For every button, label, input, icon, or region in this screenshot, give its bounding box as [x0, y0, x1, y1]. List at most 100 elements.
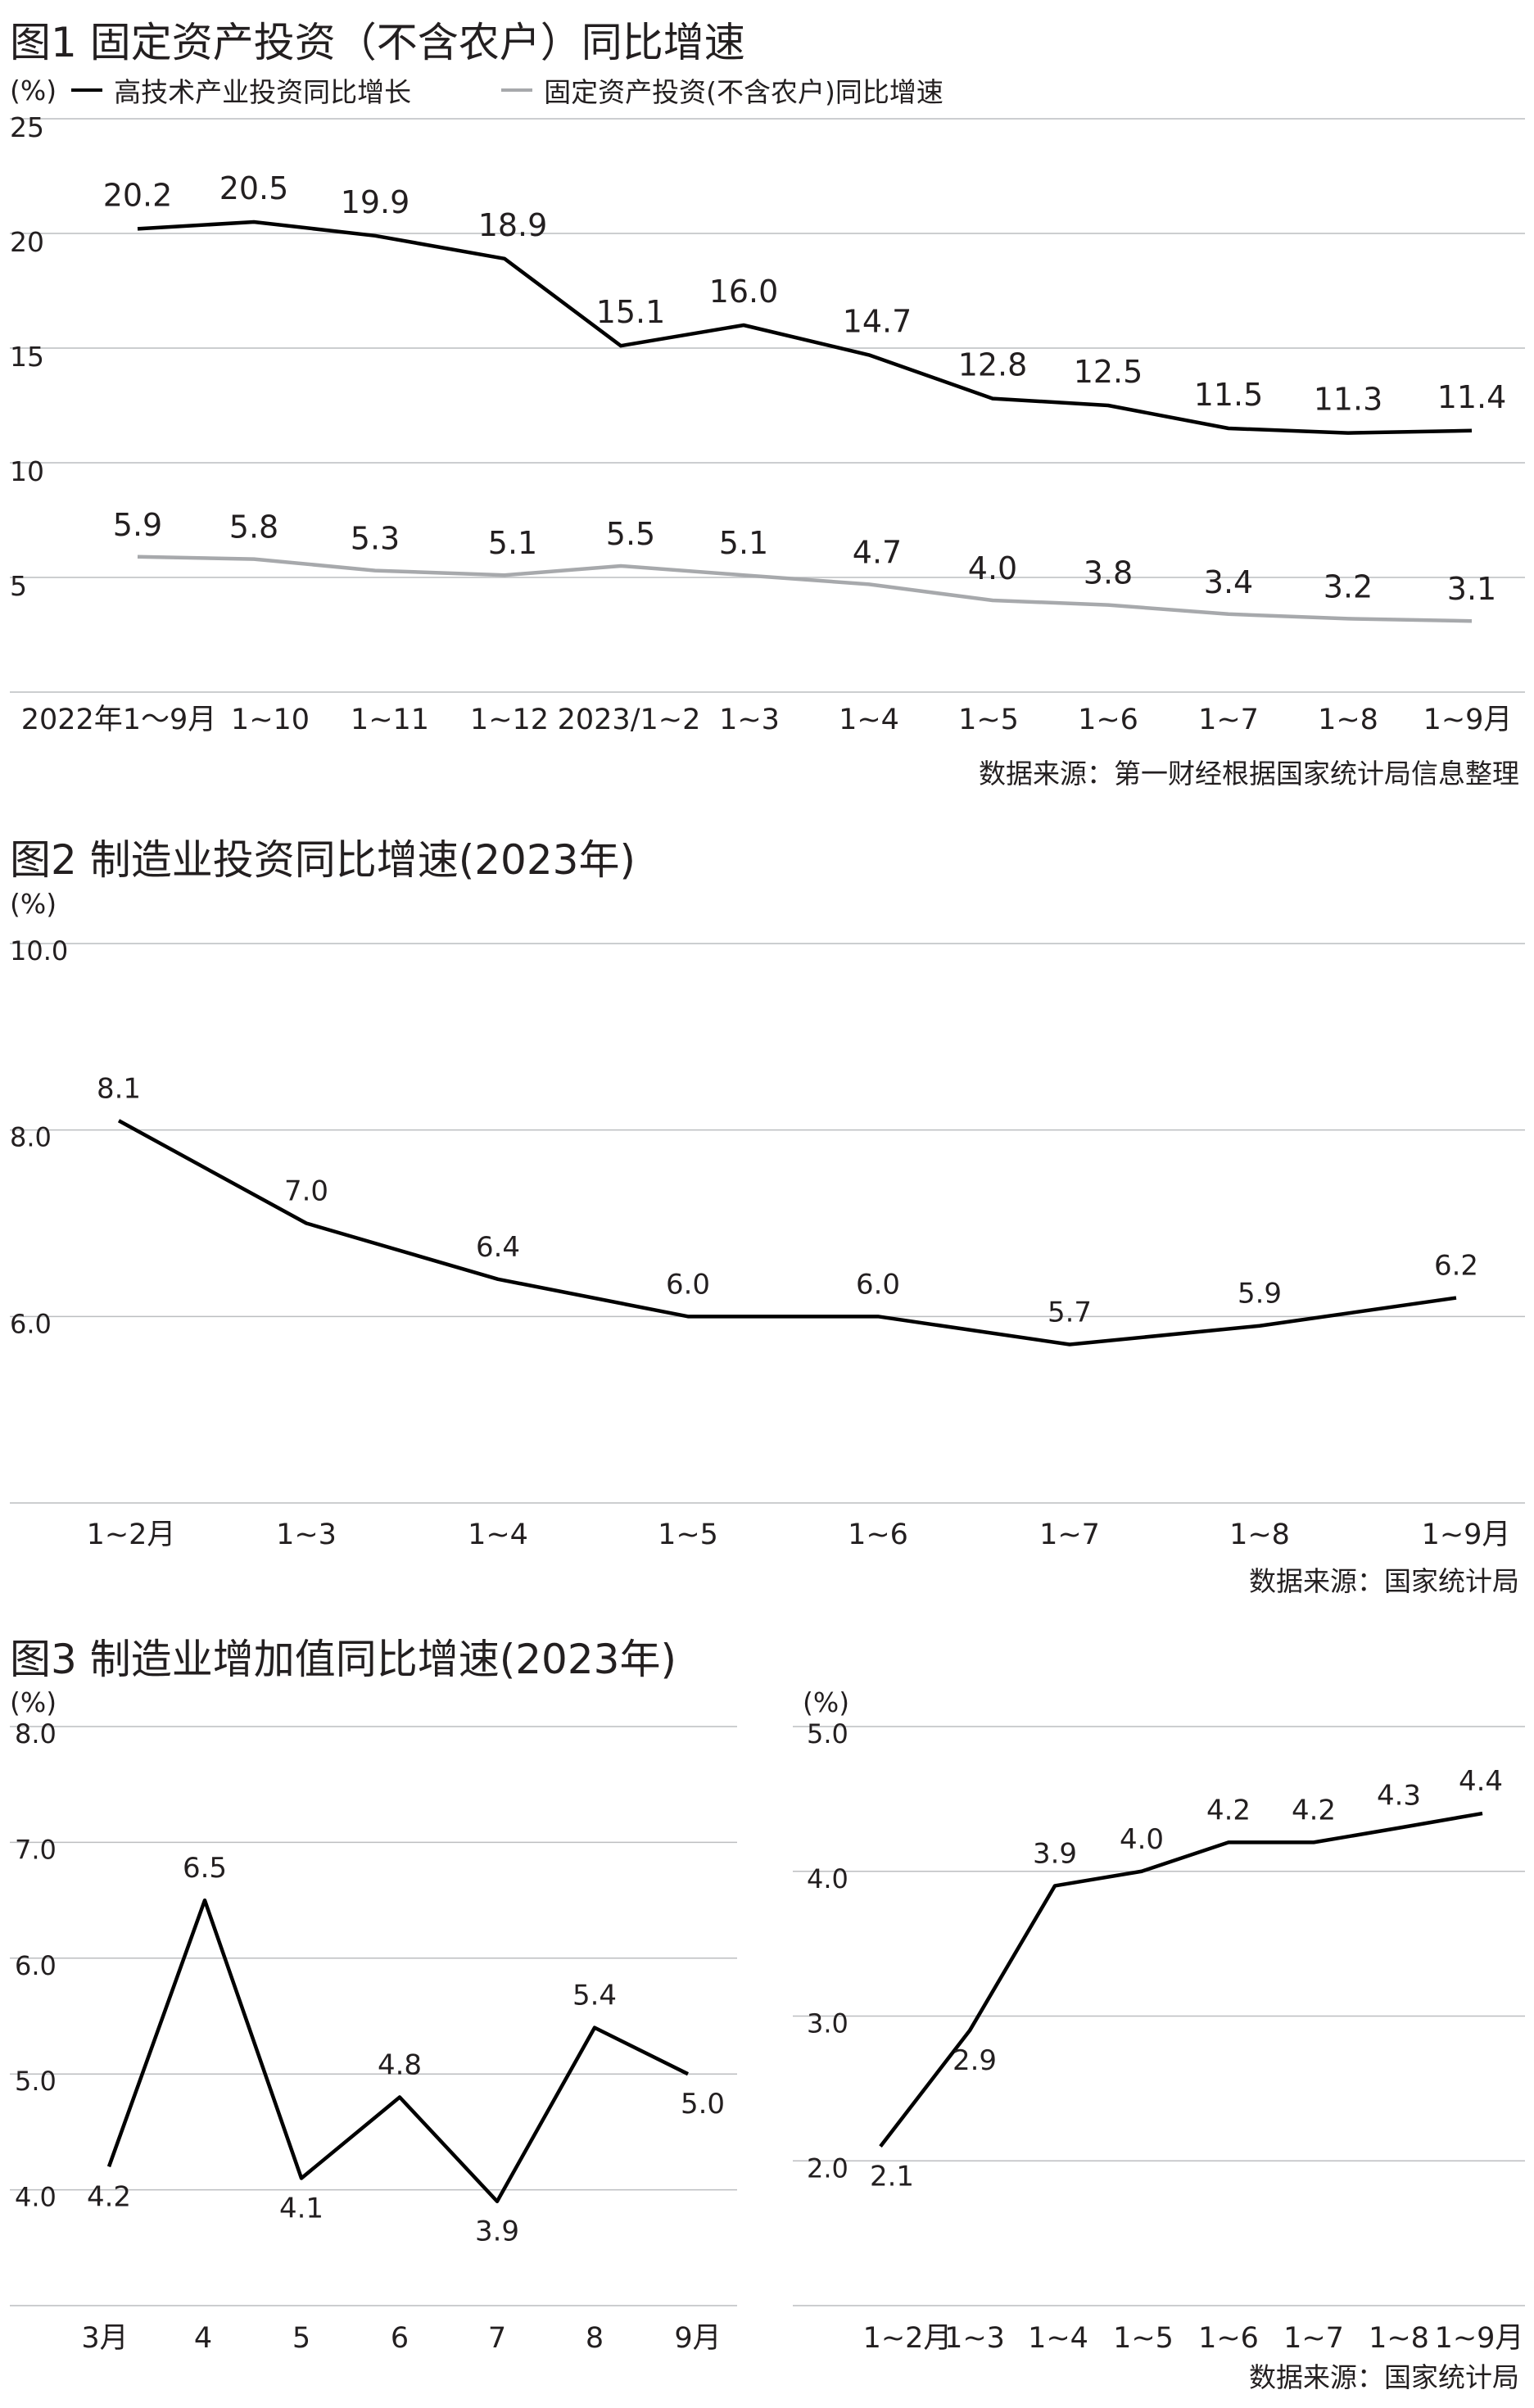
- fig1-series-0-data-label-4: 15.1: [596, 294, 666, 330]
- fig1-series-1-data-label-1: 5.8: [229, 509, 278, 545]
- fig3a-series-0-data-label-6: 5.0: [681, 2088, 725, 2121]
- fig3-title: 图3 制造业增加值同比增速(2023年): [10, 1636, 676, 1683]
- legend-label-high-tech: 高技术产业投资同比增长: [114, 76, 412, 108]
- fig1-series-1-data-label-3: 5.1: [488, 525, 537, 561]
- fig3a-xtick-label-6: 9月: [674, 2322, 721, 2355]
- fig1-series-1-data-label-5: 5.1: [719, 525, 768, 561]
- fig1-xtick-label-5: 1~3: [719, 704, 780, 736]
- fig2-xtick-label-2: 1~4: [468, 1519, 528, 1551]
- fig2-ytick-label-1: 8.0: [10, 1122, 52, 1153]
- fig1-series-1-data-label-0: 5.9: [113, 507, 162, 543]
- fig1-series-0-data-label-0: 20.2: [103, 177, 173, 213]
- fig3b-chart: 5.0 4.0 3.0 2.0 1~2月1~3 1~4 1~5 1~6 1~7 1~8 1~9月 2.…: [793, 1686, 1525, 2355]
- fig2-series-0-data-label-2: 6.4: [476, 1231, 520, 1264]
- fig1-source: 数据来源：第一财经根据国家统计局信息整理: [979, 758, 1519, 790]
- fig3b-ytick-label-2: 3.0: [807, 2008, 848, 2039]
- fig1-series-0-data-label-6: 14.7: [843, 303, 912, 339]
- fig3a-series-0-data-label-5: 5.4: [572, 1980, 617, 2012]
- fig3b-series-0-data-label-0: 2.1: [870, 2161, 914, 2193]
- fig2-xtick-label-5: 1~7: [1039, 1519, 1100, 1551]
- fig2-xtick-label-7: 1~9月: [1422, 1519, 1511, 1551]
- fig3-source: 数据来源：国家统计局: [1249, 2361, 1519, 2393]
- fig1-series-0-data-label-3: 18.9: [478, 207, 548, 243]
- legend-label-fixed-asset: 固定资产投资(不含农户)同比增速: [544, 76, 943, 108]
- fig2-series-0-data-label-0: 8.1: [97, 1072, 141, 1105]
- fig1-xtick-label-6: 1~4: [839, 704, 899, 736]
- fig1-series-0-data-label-2: 19.9: [341, 184, 410, 220]
- fig2-series-0-data-label-7: 6.2: [1434, 1250, 1478, 1283]
- fig3b-series-0-data-label-3: 4.0: [1120, 1823, 1164, 1856]
- fig1-series-0-data-label-7: 12.8: [958, 347, 1028, 383]
- fig1-title: 图1 固定资产投资（不含农户）同比增速: [10, 19, 745, 66]
- fig3b-series-0-line: [879, 1811, 1483, 2148]
- fig3b-series-0-data-label-2: 3.9: [1033, 1837, 1077, 1870]
- fig2-chart: 10.0 8.0 6.0 1~2月 1~3 1~4 1~5 1~6 1~7 1~8 1~9月 8.1 7…: [10, 888, 1525, 1551]
- legend-swatch-fixed-asset: [501, 88, 533, 92]
- fig3b-series-0-data-label-6: 4.3: [1377, 1780, 1421, 1813]
- fig1-xtick-label-1: 1~10: [231, 704, 310, 736]
- fig2-xtick-label-1: 1~3: [276, 1519, 337, 1551]
- fig3b-series-0-data-label-7: 4.4: [1459, 1765, 1503, 1798]
- fig3a-xtick-label-3: 6: [391, 2322, 409, 2355]
- fig2-series-0-line: [117, 1119, 1457, 1347]
- fig3b-xtick-label-6: 1~8: [1369, 2322, 1429, 2355]
- fig3a-ytick-label-0: 8.0: [15, 1718, 57, 1749]
- fig3a-series-0-data-label-0: 4.2: [87, 2180, 131, 2213]
- fig1-xtick-label-2: 1~11: [351, 704, 429, 736]
- fig2-xtick-label-4: 1~6: [848, 1519, 908, 1551]
- fig1-xtick-label-8: 1~6: [1078, 704, 1138, 736]
- fig2-title: 图2 制造业投资同比增速(2023年): [10, 836, 636, 884]
- fig1-series-1-data-label-9: 3.4: [1204, 564, 1253, 600]
- fig3b-xtick-label-5: 1~7: [1283, 2322, 1344, 2355]
- fig1-ytick-label-4: 5: [10, 570, 27, 602]
- fig3b-ylabel: (%): [803, 1686, 849, 1718]
- fig3b-xtick-label-4: 1~6: [1198, 2322, 1259, 2355]
- fig2-series-0-data-label-5: 5.7: [1048, 1296, 1092, 1328]
- fig3a-series-0-data-label-2: 4.1: [279, 2192, 324, 2225]
- fig2-series-0-data-label-6: 5.9: [1238, 1278, 1282, 1310]
- fig3a-ytick-label-3: 5.0: [15, 2066, 57, 2097]
- fig1-series-0-data-label-8: 12.5: [1074, 354, 1143, 390]
- fig2-series-0-data-label-3: 6.0: [666, 1268, 710, 1301]
- fig1-series-0-data-label-1: 20.5: [219, 170, 289, 206]
- fig1-ytick-label-3: 10: [10, 455, 44, 487]
- fig1-xtick-label-4: 2023/1~2: [558, 704, 701, 736]
- fig2-source: 数据来源：国家统计局: [1249, 1565, 1519, 1597]
- fig3a-ytick-label-1: 7.0: [15, 1834, 57, 1865]
- fig1-series-0-line: [137, 220, 1473, 435]
- fig3b-series-0-data-label-4: 4.2: [1206, 1794, 1251, 1826]
- fig2-series-0-data-label-1: 7.0: [284, 1175, 328, 1208]
- fig2-ytick-label-2: 6.0: [10, 1308, 52, 1339]
- fig1-series-1-data-label-6: 4.7: [853, 534, 902, 570]
- fig3b-xtick-label-1: 1~3: [944, 2322, 1005, 2355]
- fig2-ylabel: (%): [10, 888, 57, 920]
- fig1-ytick-label-2: 15: [10, 341, 44, 373]
- fig3a-ytick-label-2: 6.0: [15, 1950, 57, 1981]
- fig1-series-1-data-label-4: 5.5: [606, 516, 655, 552]
- fig1-ylabel: (%): [10, 74, 57, 106]
- fig3a-ylabel: (%): [10, 1686, 57, 1718]
- fig3b-ytick-label-0: 5.0: [807, 1718, 848, 1749]
- fig1-legend: (%) 高技术产业投资同比增长 固定资产投资(不含农户)同比增速: [10, 70, 943, 110]
- fig2-xtick-label-6: 1~8: [1229, 1519, 1290, 1551]
- fig1-series-1-data-label-2: 5.3: [351, 521, 400, 557]
- fig1-series-0-data-label-10: 11.3: [1314, 382, 1383, 418]
- fig3b-xtick-label-2: 1~4: [1028, 2322, 1088, 2355]
- fig3a-xtick-label-4: 7: [488, 2322, 506, 2355]
- fig3a-xtick-label-1: 4: [194, 2322, 212, 2355]
- fig2-ytick-label-0: 10.0: [10, 935, 68, 966]
- fig3b-ytick-label-1: 4.0: [807, 1863, 848, 1894]
- fig3b-ytick-label-3: 2.0: [807, 2152, 848, 2184]
- fig3b-xtick-label-3: 1~5: [1113, 2322, 1174, 2355]
- fig3a-chart: 8.0 7.0 6.0 5.0 4.0 3月 4 5 6 7 8 9月 4.2 6.5 4.1 4.8 3.9 5…: [10, 1686, 737, 2355]
- fig1-ytick-label-1: 20: [10, 226, 44, 258]
- fig2-series-0-data-label-4: 6.0: [856, 1268, 900, 1301]
- fig1-series-0-data-label-9: 11.5: [1194, 377, 1264, 413]
- fig1-series-1-line: [137, 554, 1473, 623]
- fig3b-xtick-label-0: 1~2月: [863, 2322, 953, 2355]
- fig3a-series-0-data-label-1: 6.5: [183, 1852, 227, 1885]
- fig3b-series-0-data-label-1: 2.9: [953, 2044, 997, 2077]
- fig1-xtick-label-9: 1~7: [1198, 704, 1259, 736]
- fig3b-xtick-label-7: 1~9月: [1435, 2322, 1524, 2355]
- fig1-series-0-data-label-5: 16.0: [709, 274, 779, 310]
